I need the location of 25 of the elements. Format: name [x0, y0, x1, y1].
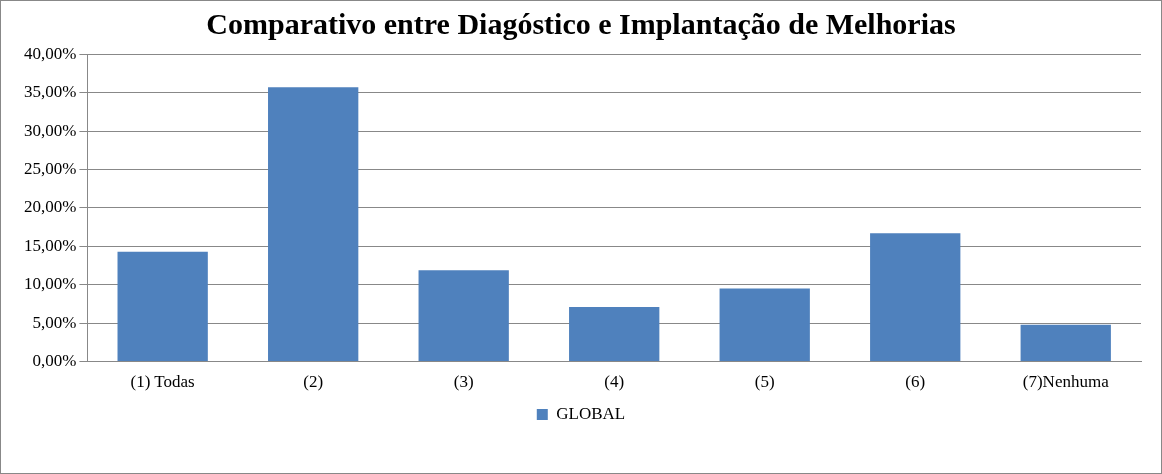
legend-label: GLOBAL [556, 403, 626, 423]
x-tick-label: (2) [303, 372, 324, 392]
bar [719, 288, 810, 362]
y-tick-label: 5,00% [32, 312, 77, 332]
bar [117, 251, 208, 362]
bar [569, 307, 660, 362]
x-tick-label: (7)Nenhuma [1022, 372, 1110, 392]
bar [870, 233, 961, 362]
y-tick-label: 15,00% [23, 235, 77, 255]
chart-title: Comparativo entre Diagóstico e Implantação de Melhorias [205, 6, 957, 41]
x-tick-label: (4) [604, 372, 625, 392]
y-tick-label: 25,00% [23, 158, 77, 178]
y-tick-label: 40,00% [23, 43, 77, 63]
bar [268, 87, 359, 362]
bar [418, 270, 509, 362]
bar [1020, 324, 1111, 362]
y-tick-label: 30,00% [23, 120, 77, 140]
x-tick-label: (6) [905, 372, 926, 392]
y-tick-label: 0,00% [32, 351, 77, 371]
x-tick-label: (1) Todas [130, 372, 195, 392]
y-tick-label: 10,00% [23, 274, 77, 294]
x-tick-label: (5) [754, 372, 775, 392]
x-tick-label: (3) [453, 372, 474, 392]
y-tick-label: 20,00% [23, 197, 77, 217]
y-tick-label: 35,00% [23, 82, 77, 102]
